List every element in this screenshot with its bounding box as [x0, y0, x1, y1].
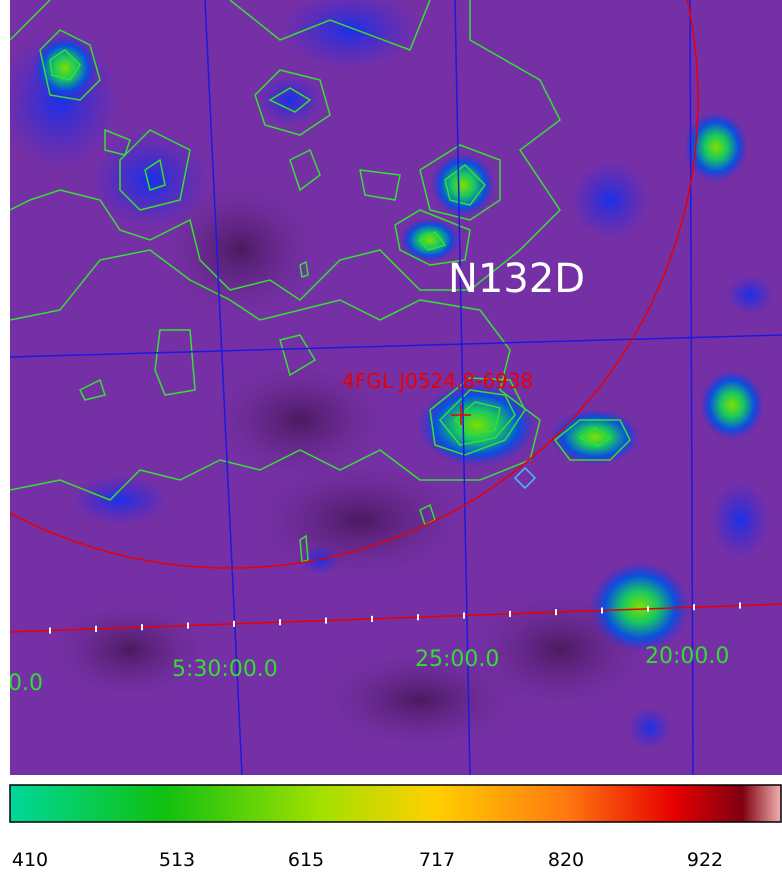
catalog-label: 4FGL J0524.8-6938 — [342, 369, 533, 393]
colorbar-tick-label: 513 — [159, 849, 195, 871]
source-label: N132D — [448, 256, 585, 302]
colorbar-ticks: 410 513 615 717 820 922 — [12, 849, 723, 871]
colorbar-tick-label: 922 — [687, 849, 723, 871]
coord-label: 20:00.0 — [645, 644, 729, 669]
page: N132D 4FGL J0524.8-6938 0.0 5:30:00.0 25… — [0, 0, 782, 872]
colorbar-tick-label: 820 — [548, 849, 584, 871]
coord-label: 0.0 — [8, 671, 43, 696]
colorbar-tick-label: 615 — [288, 849, 324, 871]
coord-label: 25:00.0 — [415, 647, 499, 672]
image-area: N132D 4FGL J0524.8-6938 0.0 5:30:00.0 25… — [0, 0, 782, 775]
colorbar-tick-label: 717 — [419, 849, 455, 871]
colorbar-tick-label: 410 — [12, 849, 48, 871]
coord-label: 5:30:00.0 — [172, 657, 278, 682]
separator — [10, 775, 782, 780]
colorbar — [10, 785, 781, 822]
sky-view: N132D 4FGL J0524.8-6938 0.0 5:30:00.0 25… — [0, 0, 782, 872]
